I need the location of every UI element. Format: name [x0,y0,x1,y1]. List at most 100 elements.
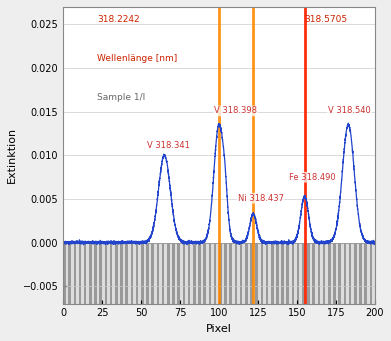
Bar [369,7,372,303]
Bar [126,7,128,303]
Text: 318.5705: 318.5705 [305,15,348,24]
Bar [274,7,276,303]
Bar [359,7,362,303]
Bar [138,7,141,303]
Bar [287,7,289,303]
Bar [71,7,74,303]
Bar [190,7,193,303]
Bar [128,7,131,303]
Bar [151,7,154,303]
Bar [279,7,281,303]
Bar [224,7,227,303]
Bar [302,7,305,303]
Bar [141,7,143,303]
Bar [208,7,211,303]
Bar [99,7,102,303]
Bar [297,7,300,303]
Bar [315,7,317,303]
Bar [97,7,99,303]
Bar [214,7,216,303]
Bar [346,7,349,303]
Bar [81,7,84,303]
Bar [260,7,263,303]
Bar [222,7,224,303]
Bar [107,7,110,303]
Bar [118,7,120,303]
Bar [143,7,146,303]
Bar [79,7,81,303]
Bar [123,7,126,303]
Bar [339,7,341,303]
Bar [250,7,253,303]
Bar [284,7,287,303]
Bar [255,7,258,303]
Bar [357,7,359,303]
Bar [180,7,183,303]
Bar [170,7,172,303]
Bar [188,7,190,303]
Text: V 318.540: V 318.540 [328,106,371,115]
Bar [331,7,333,303]
Bar [276,7,279,303]
Bar [63,7,66,303]
Bar [172,7,175,303]
Bar [344,7,346,303]
Bar [105,7,107,303]
Bar [352,7,354,303]
Bar [328,7,331,303]
Bar [245,7,248,303]
Bar [268,7,271,303]
Bar [242,7,245,303]
Bar [133,7,136,303]
Bar [136,7,138,303]
Bar [157,7,159,303]
Text: Fe 318.490: Fe 318.490 [289,173,336,182]
Bar [146,7,149,303]
Bar [341,7,344,303]
Bar [317,7,320,303]
Bar [154,7,157,303]
Bar [307,7,310,303]
Bar [292,7,294,303]
Bar [258,7,260,303]
Bar [115,7,118,303]
Text: V 318.341: V 318.341 [147,141,190,150]
Bar [354,7,357,303]
Bar [131,7,133,303]
Bar [74,7,76,303]
Bar [266,7,268,303]
Bar [164,7,167,303]
Bar [281,7,284,303]
Bar [196,7,198,303]
Bar [372,7,375,303]
Text: Sample 1/I: Sample 1/I [97,93,145,102]
Bar [219,7,222,303]
Bar [333,7,336,303]
Bar [175,7,178,303]
Y-axis label: Extinktion: Extinktion [7,127,17,183]
Bar [63,7,375,242]
Bar [102,7,105,303]
Bar [294,7,297,303]
Bar [198,7,201,303]
Text: Wellenlänge [nm]: Wellenlänge [nm] [97,54,178,63]
Text: Ni 318.437: Ni 318.437 [238,194,283,203]
Bar [364,7,367,303]
Bar [216,7,219,303]
Bar [325,7,328,303]
Bar [84,7,86,303]
Bar [91,7,94,303]
Bar [203,7,206,303]
Bar [89,7,91,303]
Bar [193,7,196,303]
Bar [68,7,71,303]
Bar [159,7,162,303]
Bar [289,7,292,303]
Bar [76,7,79,303]
Bar [185,7,188,303]
Bar [211,7,214,303]
Bar [237,7,240,303]
Bar [120,7,123,303]
Bar [271,7,274,303]
Text: 318.2242: 318.2242 [97,15,140,24]
